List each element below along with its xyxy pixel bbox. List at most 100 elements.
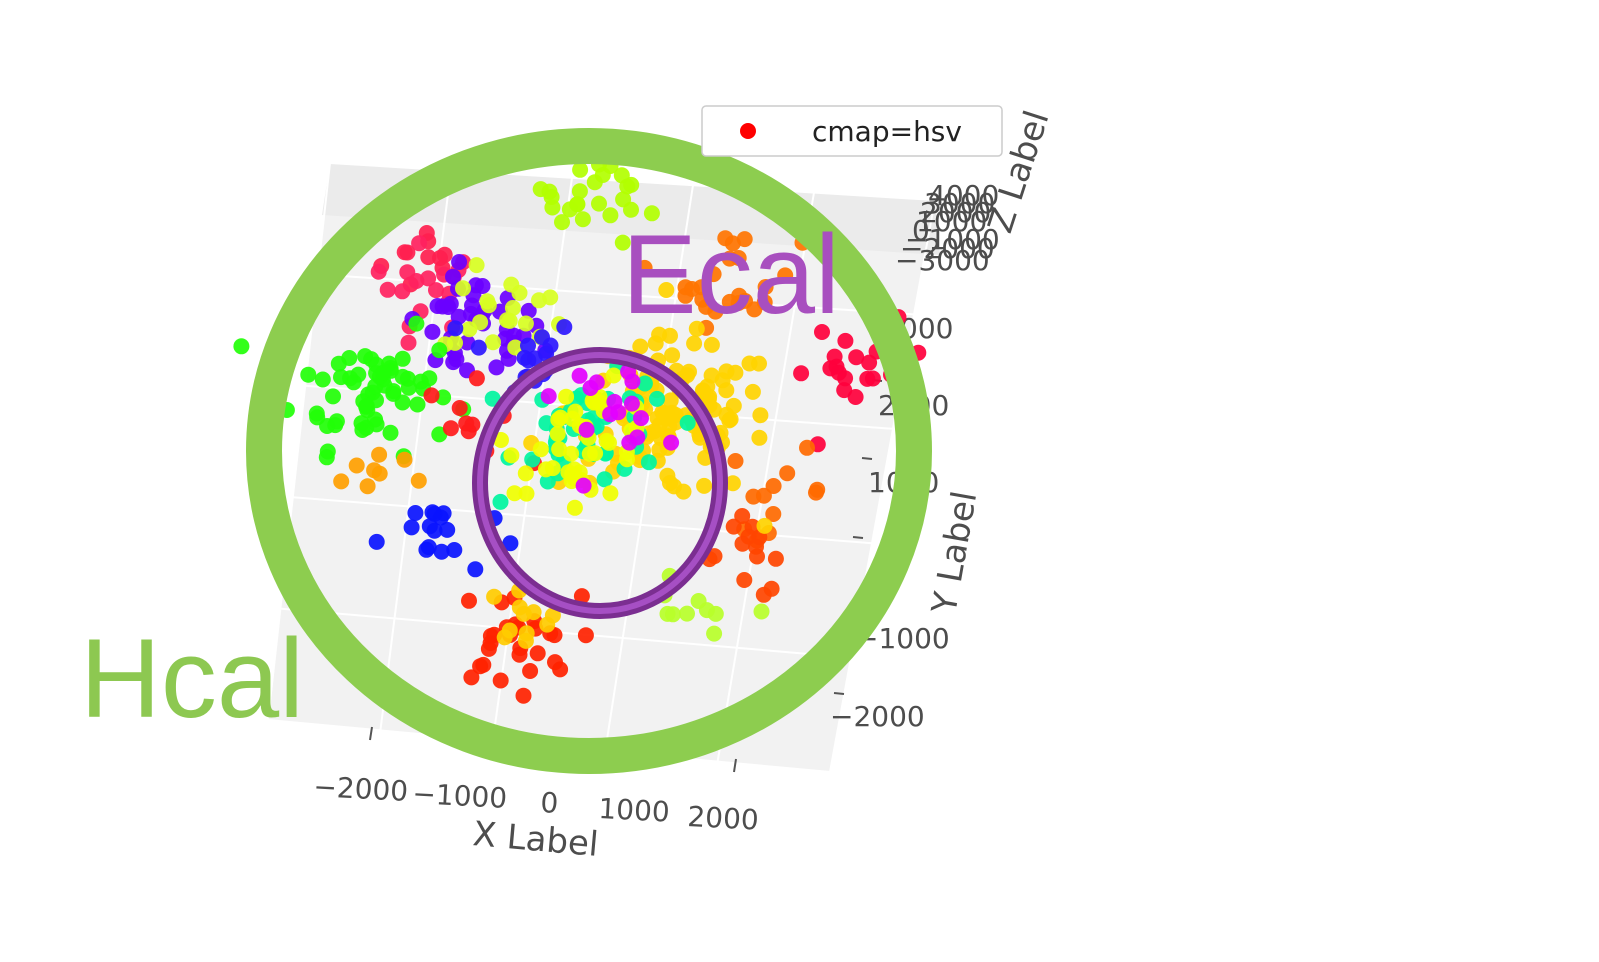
scatter-point xyxy=(636,259,653,276)
scatter-point xyxy=(472,314,489,331)
scatter-point xyxy=(730,250,747,266)
scatter-point xyxy=(640,454,657,471)
z-tick-label: −2000 xyxy=(900,232,995,265)
scatter-point xyxy=(765,506,782,522)
ecal-ring xyxy=(472,347,728,619)
scatter-point xyxy=(698,602,715,619)
scatter-point xyxy=(756,517,773,534)
z-tick-label: −3000 xyxy=(895,244,990,277)
scatter-point xyxy=(696,477,713,494)
scatter-point xyxy=(571,183,588,200)
scatter-point xyxy=(424,504,441,521)
scatter-point xyxy=(445,268,461,285)
scatter-point xyxy=(633,410,649,427)
scatter-point xyxy=(515,687,532,704)
scatter-point xyxy=(367,411,384,428)
scatter-point xyxy=(411,235,428,252)
scatter-point xyxy=(727,453,744,469)
scatter-point xyxy=(566,461,583,478)
scatter-point xyxy=(418,541,435,558)
scatter-point xyxy=(442,420,459,437)
scatter-point xyxy=(447,334,463,351)
scatter-point xyxy=(578,421,595,438)
z-tick-label: 4000 xyxy=(928,179,999,212)
scatter-point xyxy=(540,388,557,405)
scatter-point xyxy=(541,183,558,200)
scatter-point xyxy=(662,392,679,409)
scatter-point xyxy=(518,485,535,502)
scatter-point xyxy=(504,300,521,316)
scatter-point xyxy=(379,281,396,298)
scatter-point xyxy=(591,195,607,212)
scatter-point xyxy=(693,279,710,296)
scatter-point xyxy=(765,478,782,494)
scatter-point xyxy=(619,451,635,468)
scatter-point xyxy=(767,550,784,567)
scatter-point xyxy=(574,211,591,228)
hcal-ring xyxy=(246,128,932,774)
scatter-point xyxy=(511,599,528,616)
scatter-point xyxy=(318,449,335,466)
scatter-point xyxy=(368,533,385,550)
scatter-point xyxy=(571,367,588,384)
scatter-point xyxy=(428,282,444,299)
scatter-point xyxy=(741,355,758,372)
scatter-point xyxy=(423,387,440,404)
scatter-point xyxy=(451,254,468,270)
scatter-point xyxy=(400,334,417,351)
scatter-point xyxy=(663,434,680,451)
x-tick-mark xyxy=(733,758,737,773)
z-tick-label: 3000 xyxy=(924,187,995,220)
scatter-point xyxy=(575,477,592,494)
scatter-point xyxy=(394,283,411,300)
scatter-point xyxy=(448,351,465,368)
x-axis-label: X Label xyxy=(471,814,600,865)
scatter-point xyxy=(382,360,399,376)
scatter-point xyxy=(410,472,427,489)
scatter-point xyxy=(779,465,796,482)
scatter-point xyxy=(314,371,331,388)
scatter-point xyxy=(396,244,413,261)
scatter-point xyxy=(605,367,622,384)
x-tick-label: −2000 xyxy=(313,770,409,808)
scatter-point xyxy=(848,349,865,366)
scatter-point xyxy=(233,338,250,355)
scatter-point xyxy=(529,645,546,662)
scatter-point xyxy=(309,409,326,426)
scatter-point xyxy=(503,447,520,464)
y-tick-mark xyxy=(852,536,864,539)
scatter-point xyxy=(439,521,456,538)
scatter-point xyxy=(354,422,371,438)
scatter-point xyxy=(679,605,695,622)
scatter-point xyxy=(325,388,341,405)
scatter-point xyxy=(734,535,751,552)
scatter-point xyxy=(602,207,619,224)
scatter-point xyxy=(623,201,639,218)
scatter-point xyxy=(836,382,853,399)
scatter-point xyxy=(436,246,453,263)
scatter-point xyxy=(587,445,604,462)
scatter-point xyxy=(749,548,765,565)
scatter-point xyxy=(547,654,563,671)
scatter-point xyxy=(830,364,847,381)
scatter-point xyxy=(370,263,387,280)
scatter-point xyxy=(455,280,471,297)
scatter-point xyxy=(623,395,640,412)
scatter-point xyxy=(396,451,413,468)
z-tick-label: 1000 xyxy=(916,205,987,238)
scatter-point xyxy=(598,432,615,449)
grid-line xyxy=(829,199,936,773)
scatter-point xyxy=(532,441,549,458)
scatter-point xyxy=(793,365,810,382)
scatter-point xyxy=(420,249,437,266)
scatter-point xyxy=(499,312,515,329)
scatter-point xyxy=(763,580,780,597)
scatter-point xyxy=(753,603,770,620)
scatter-point xyxy=(549,425,566,442)
x-tick-label: −1000 xyxy=(412,777,508,815)
scatter-point xyxy=(677,279,694,296)
scatter-point xyxy=(517,632,534,649)
x-tick-label: 1000 xyxy=(598,792,671,829)
scatter-point xyxy=(486,588,503,605)
scatter-point xyxy=(468,257,485,274)
